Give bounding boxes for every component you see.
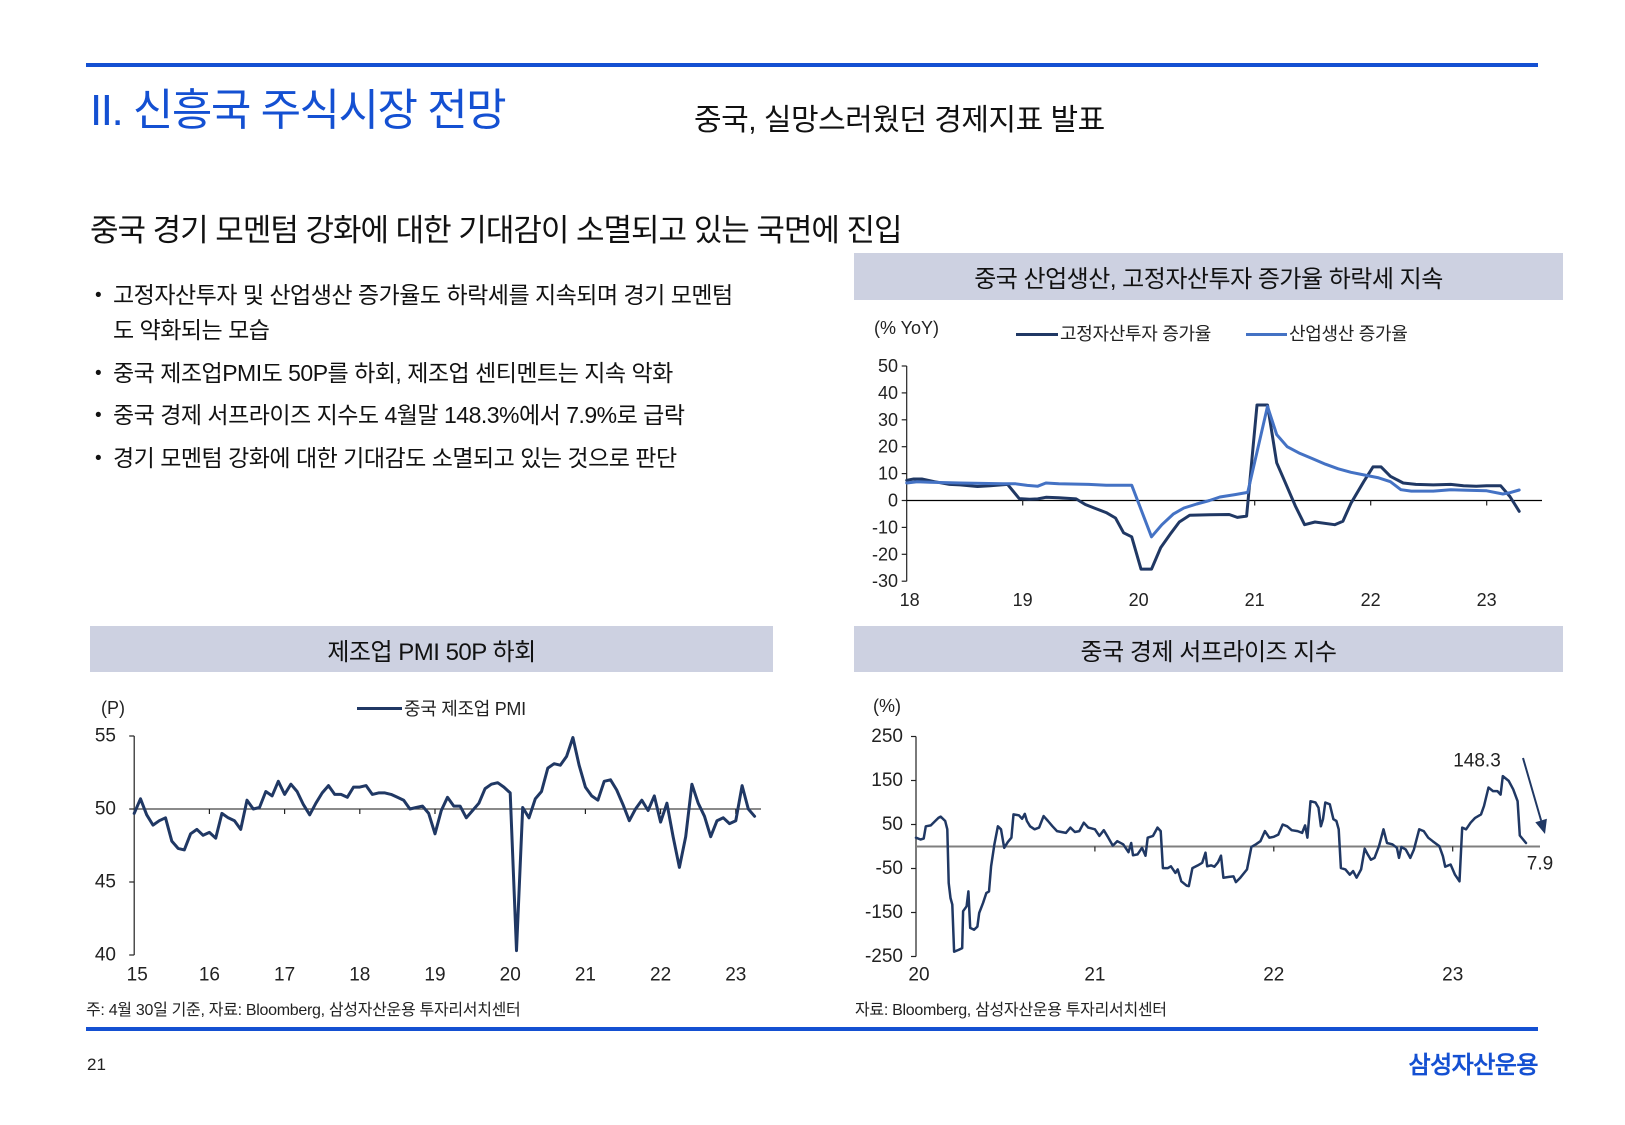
y-tick-label: 40 (878, 383, 898, 403)
legend-label-ip: 산업생산 증가율 (1289, 324, 1408, 344)
x-tick-label: 23 (725, 965, 746, 986)
footnote-right: 자료: Bloomberg, 삼성자산운용 투자리서치센터 (855, 1002, 1167, 1019)
bullet-dot: • (95, 405, 102, 426)
y-tick-label: -250 (865, 946, 903, 967)
x-tick-label: 18 (349, 965, 370, 986)
y-tick-label: 0 (888, 491, 898, 511)
x-tick-label: 20 (908, 965, 929, 986)
x-tick-label: 17 (274, 965, 295, 986)
x-tick-label: 19 (424, 965, 445, 986)
legend-label-fai: 고정자산투자 증가율 (1060, 324, 1212, 344)
bullet-item: • 중국 경제 서프라이즈 지수도 4월말 148.3%에서 7.9%로 급락 (95, 398, 685, 433)
x-tick-label: 22 (1263, 965, 1284, 986)
x-tick-label: 22 (1361, 590, 1381, 610)
x-tick-label: 22 (650, 965, 671, 986)
bullet-text-line: 중국 경제 서프라이즈 지수도 4월말 148.3%에서 7.9%로 급락 (113, 402, 685, 428)
bullet-text-line: 도 약화되는 모습 (113, 317, 270, 343)
bottom-divider (86, 1027, 1538, 1031)
y-tick-label: -20 (872, 544, 898, 564)
y-tick-label: -150 (865, 902, 903, 923)
y-tick-label: 20 (878, 437, 898, 457)
bullet-text-line: 경기 모멘텀 강화에 대한 기대감도 소멸되고 있는 것으로 판단 (113, 445, 677, 471)
top-divider (86, 63, 1538, 67)
y-unit-label: (%) (873, 696, 901, 716)
y-tick-label: 150 (871, 770, 903, 791)
arrow-down-icon (1535, 818, 1547, 834)
bullet-dot: • (95, 285, 102, 306)
y-tick-label: -30 (872, 571, 898, 591)
y-unit-label: (P) (101, 698, 125, 718)
page-subtitle: 중국, 실망스러웠던 경제지표 발표 (694, 104, 1105, 137)
bullet-dot: • (95, 363, 102, 384)
bullet-dot: • (95, 448, 102, 469)
x-tick-label: 19 (1013, 590, 1033, 610)
x-tick-label: 15 (127, 965, 148, 986)
chart-title: 제조업 PMI 50P 하회 (327, 638, 536, 666)
y-tick-label: -10 (872, 517, 898, 537)
chart-pmi: 55 50 45 40 15 16 17 18 19 20 21 22 23 (95, 726, 761, 986)
chart-title-panel-pmi: 제조업 PMI 50P 하회 (90, 626, 773, 672)
series-line-0 (905, 403, 1521, 571)
chart-title: 중국 경제 서프라이즈 지수 (1080, 638, 1337, 666)
chart-title-panel-ip-fai: 중국 산업생산, 고정자산투자 증가율 하락세 지속 (854, 253, 1563, 300)
x-tick-label: 21 (1245, 590, 1265, 610)
x-tick-label: 21 (1084, 965, 1105, 986)
x-tick-label: 18 (900, 590, 920, 610)
series-line-1 (905, 404, 1521, 539)
y-tick-label: 50 (878, 356, 898, 376)
legend-swatch-ip (1246, 333, 1287, 336)
chart-title-panel-surprise: 중국 경제 서프라이즈 지수 (854, 626, 1563, 672)
x-tick-label: 23 (1442, 965, 1463, 986)
footnote-left: 주: 4월 30일 기준, 자료: Bloomberg, 삼성자산운용 투자리서… (86, 1002, 521, 1019)
bullet-item: • 중국 제조업PMI도 50P를 하회, 제조업 센티멘트는 지속 악화 (95, 356, 673, 391)
y-tick-label: 30 (878, 410, 898, 430)
section-title: II. 신흥국 주식시장 전망 (90, 86, 507, 135)
x-tick-label: 23 (1477, 590, 1497, 610)
brand-logo: 삼성자산운용 (1408, 1052, 1539, 1079)
page-number: 21 (87, 1055, 106, 1074)
bullet-text-line: 중국 제조업PMI도 50P를 하회, 제조업 센티멘트는 지속 악화 (113, 360, 673, 386)
bullet-item: • 고정자산투자 및 산업생산 증가율도 하락세를 지속되며 경기 모멘텀 도 … (95, 278, 733, 348)
annotation-latest-label: 7.9 (1527, 854, 1553, 875)
y-tick-label: 10 (878, 464, 898, 484)
chart-title: 중국 산업생산, 고정자산투자 증가율 하락세 지속 (974, 266, 1443, 293)
y-tick-label: 55 (95, 726, 116, 747)
bullet-text-line: 고정자산투자 및 산업생산 증가율도 하락세를 지속되며 경기 모멘텀 (113, 282, 733, 308)
y-unit-label: (% YoY) (874, 318, 940, 338)
y-tick-label: 250 (871, 726, 903, 747)
y-tick-label: -50 (876, 858, 903, 879)
arrow-annotation-shaft (1522, 757, 1543, 821)
series-line-0 (914, 774, 1528, 953)
legend-swatch-fai (1016, 333, 1058, 336)
y-tick-label: 45 (95, 872, 116, 893)
x-tick-label: 21 (575, 965, 596, 986)
legend-label-pmi: 중국 제조업 PMI (404, 699, 526, 719)
headline: 중국 경기 모멘텀 강화에 대한 기대감이 소멸되고 있는 국면에 진입 (90, 213, 903, 248)
y-tick-label: 40 (95, 945, 116, 966)
x-tick-label: 16 (199, 965, 220, 986)
x-tick-label: 20 (500, 965, 521, 986)
series-line-0 (132, 736, 757, 953)
bullet-item: • 경기 모멘텀 강화에 대한 기대감도 소멸되고 있는 것으로 판단 (95, 441, 677, 476)
annotation-peak-label: 148.3 (1453, 751, 1501, 772)
x-tick-label: 20 (1129, 590, 1149, 610)
y-tick-label: 50 (95, 799, 116, 820)
legend-swatch-pmi (357, 707, 402, 710)
y-tick-label: 50 (882, 814, 903, 835)
